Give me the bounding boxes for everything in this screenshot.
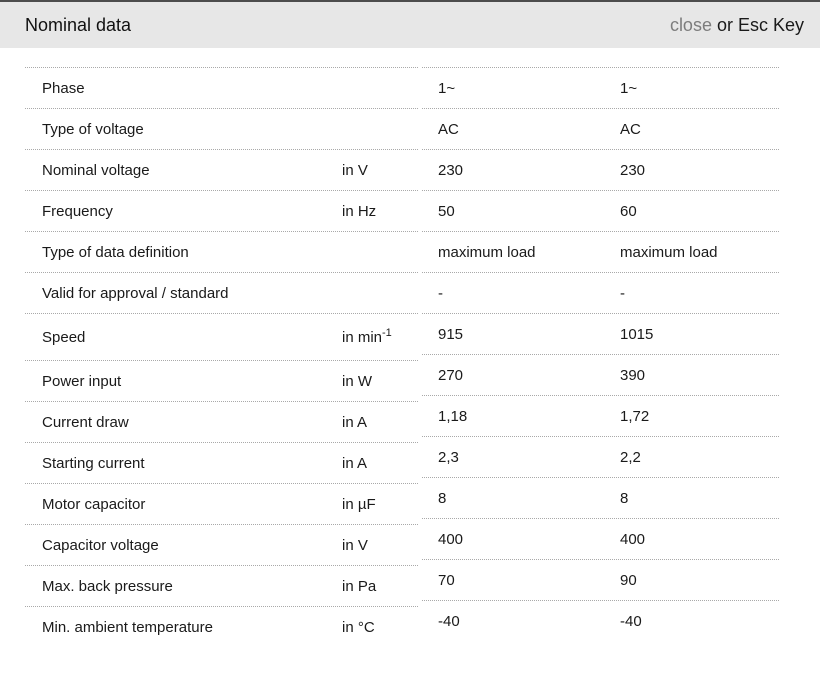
table-row-label: Valid for approval / standard [25,272,418,313]
table-row-values: 230 230 [422,149,779,190]
labels-column: Phase Type of voltage Nominal voltage in… [25,67,418,647]
table-row-values: maximum load maximum load [422,231,779,272]
row-value-2: AC [620,120,641,138]
table-row-label: Phase [25,67,418,108]
row-unit: in min-1 [342,326,392,346]
row-label: Max. back pressure [42,577,173,595]
row-label: Current draw [42,413,129,431]
row-label: Nominal voltage [42,161,150,179]
row-value-1: 2,3 [438,448,459,466]
row-unit: in °C [342,618,375,636]
row-label: Phase [42,79,85,97]
row-value-1: 915 [438,325,464,343]
table-row-values: 400 400 [422,518,779,559]
row-value-2: maximum load [620,243,718,261]
table-row-values: AC AC [422,108,779,149]
dialog-body: Phase Type of voltage Nominal voltage in… [0,48,820,647]
nominal-data-table: Phase Type of voltage Nominal voltage in… [0,67,820,647]
row-value-1: maximum load [438,243,536,261]
close-esc-hint: or Esc Key [711,14,804,35]
row-value-2: - [620,284,625,302]
table-row-values: 270 390 [422,354,779,395]
row-value-1: 8 [438,489,447,507]
row-label: Valid for approval / standard [42,284,229,302]
row-label: Frequency [42,202,113,220]
row-value-2: 1015 [620,325,654,343]
row-unit: in Pa [342,577,377,595]
row-unit: in A [342,413,368,431]
row-value-1: 50 [438,202,455,220]
table-row-values: 1,18 1,72 [422,395,779,436]
table-row-values: 1~ 1~ [422,67,779,108]
row-value-2: 90 [620,571,637,589]
row-value-2: 1~ [620,79,638,97]
row-value-1: - [438,284,443,302]
row-label: Speed [42,328,86,346]
row-label: Type of voltage [42,120,144,138]
row-label: Capacitor voltage [42,536,159,554]
table-row-values: 915 1015 [422,313,779,354]
table-row-label: Min. ambient temperature in °C [25,606,418,647]
table-row-values: 2,3 2,2 [422,436,779,477]
row-value-1: 70 [438,571,455,589]
row-value-1: 230 [438,161,464,179]
row-label: Type of data definition [42,243,189,261]
dialog-title: Nominal data [25,14,132,35]
table-row-label: Speed in min-1 [25,313,418,360]
table-row-label: Power input in W [25,360,418,401]
table-row-label: Capacitor voltage in V [25,524,418,565]
table-row-label: Nominal voltage in V [25,149,418,190]
table-row-label: Frequency in Hz [25,190,418,231]
table-row-label: Max. back pressure in Pa [25,565,418,606]
row-value-1: 400 [438,530,464,548]
row-value-2: 2,2 [620,448,641,466]
table-row-values: 70 90 [422,559,779,600]
row-unit: in V [342,161,368,179]
table-row-label: Type of voltage [25,108,418,149]
row-value-1: AC [438,120,459,138]
table-row-values: 8 8 [422,477,779,518]
row-value-1: 270 [438,366,464,384]
row-value-2: -40 [620,612,642,630]
row-value-1: -40 [438,612,460,630]
row-value-2: 400 [620,530,646,548]
row-value-2: 1,72 [620,407,650,425]
row-unit: in A [342,454,368,472]
table-row-values: 50 60 [422,190,779,231]
values-column: 1~ 1~ AC AC 230 230 50 60 maximum load m… [422,67,779,641]
close-button[interactable]: close [669,14,712,35]
close-control: close or Esc Key [670,15,804,36]
row-label: Motor capacitor [42,495,146,513]
row-unit: in V [342,536,368,554]
row-label: Power input [42,372,122,390]
row-value-1: 1,18 [438,407,468,425]
table-row-values: - - [422,272,779,313]
row-label: Starting current [42,454,145,472]
table-row-label: Starting current in A [25,442,418,483]
dialog-header: Nominal data close or Esc Key [0,2,820,48]
table-row-values: -40 -40 [422,600,779,641]
row-unit: in µF [342,495,376,513]
row-label: Min. ambient temperature [42,618,213,636]
table-row-label: Current draw in A [25,401,418,442]
row-unit: in Hz [342,202,377,220]
row-value-2: 230 [620,161,646,179]
row-unit: in W [342,372,372,390]
row-value-2: 390 [620,366,646,384]
row-value-1: 1~ [438,79,456,97]
table-row-label: Type of data definition [25,231,418,272]
table-row-label: Motor capacitor in µF [25,483,418,524]
row-value-2: 60 [620,202,637,220]
row-value-2: 8 [620,489,629,507]
